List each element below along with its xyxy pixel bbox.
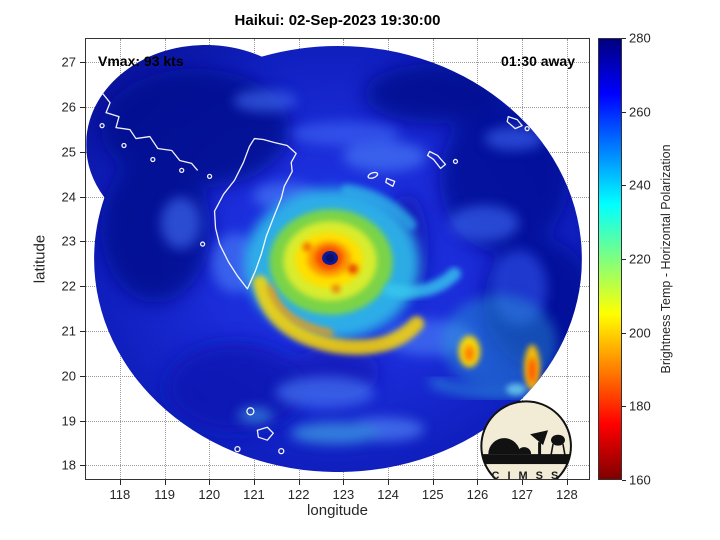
y-tick-mark bbox=[80, 465, 85, 467]
china-coast-islands bbox=[99, 122, 213, 180]
x-tick-mark bbox=[566, 480, 568, 485]
taiwan-coastline bbox=[213, 137, 297, 290]
y-tick-label: 22 bbox=[61, 278, 76, 294]
vmax-label: Vmax: 93 kts bbox=[98, 53, 184, 69]
cimss-logo-text: C I M S S bbox=[492, 470, 561, 479]
x-tick-mark bbox=[432, 480, 434, 485]
colorbar-tick-label: 220 bbox=[629, 251, 651, 267]
colorbar-tick-mark bbox=[622, 111, 626, 113]
china-coastline bbox=[86, 86, 199, 171]
x-tick-label: 118 bbox=[109, 487, 131, 502]
y-tick-label: 25 bbox=[61, 144, 76, 160]
swath-data bbox=[86, 44, 582, 473]
x-tick-mark bbox=[477, 480, 479, 485]
x-tick-label: 119 bbox=[154, 487, 175, 502]
y-tick-mark bbox=[80, 151, 85, 153]
y-tick-mark bbox=[80, 375, 85, 377]
x-tick-mark bbox=[253, 480, 255, 485]
colorbar-tick-mark bbox=[622, 185, 626, 187]
y-tick-label: 19 bbox=[61, 413, 76, 429]
y-tick-mark bbox=[80, 196, 85, 198]
y-tick-label: 18 bbox=[61, 457, 76, 473]
y-tick-mark bbox=[80, 420, 85, 422]
time-away-label: 01:30 away bbox=[501, 53, 575, 69]
x-tick-label: 127 bbox=[511, 487, 534, 502]
x-tick-label: 124 bbox=[377, 487, 399, 502]
x-tick-mark bbox=[522, 480, 524, 485]
storm-core bbox=[244, 184, 461, 355]
y-tick-label: 21 bbox=[61, 323, 76, 339]
small-dome-icon bbox=[517, 447, 532, 455]
x-axis-title: longitude bbox=[307, 502, 368, 519]
colorbar-tick-mark bbox=[622, 259, 626, 260]
y-tick-label: 24 bbox=[61, 189, 76, 205]
y-tick-mark bbox=[80, 106, 85, 108]
x-tick-label: 122 bbox=[287, 487, 310, 502]
x-tick-mark bbox=[298, 480, 300, 485]
x-tick-label: 123 bbox=[332, 487, 355, 502]
y-tick-mark bbox=[80, 241, 85, 243]
penghu-island bbox=[199, 241, 206, 247]
x-tick-label: 126 bbox=[466, 487, 489, 502]
x-tick-label: 128 bbox=[556, 487, 578, 502]
colorbar-tick-label: 240 bbox=[629, 177, 651, 193]
y-tick-label: 27 bbox=[61, 54, 76, 70]
x-tick-mark bbox=[388, 480, 390, 485]
x-tick-mark bbox=[343, 480, 345, 485]
water-tower-icon bbox=[551, 434, 565, 446]
colorbar-tick-mark bbox=[622, 480, 626, 481]
colorbar-tick-mark bbox=[622, 406, 626, 408]
colorbar-tick-label: 260 bbox=[629, 104, 651, 120]
y-tick-label: 23 bbox=[61, 233, 76, 249]
x-tick-label: 121 bbox=[243, 487, 265, 502]
colorbar-tick-label: 180 bbox=[629, 398, 651, 414]
x-tick-mark bbox=[209, 480, 211, 485]
colorbar-tick-label: 160 bbox=[629, 472, 651, 488]
batanes-islands bbox=[234, 407, 285, 455]
colorbar-tick-label: 280 bbox=[629, 30, 651, 46]
colorbar bbox=[598, 38, 622, 480]
y-tick-label: 26 bbox=[61, 99, 76, 115]
ryukyu-islands bbox=[367, 116, 530, 187]
x-tick-mark bbox=[119, 480, 121, 485]
x-tick-label: 120 bbox=[198, 487, 221, 502]
southeast-rainband bbox=[429, 294, 558, 399]
y-tick-label: 20 bbox=[61, 368, 76, 384]
satellite-dish-icon bbox=[530, 430, 549, 446]
y-tick-mark bbox=[80, 286, 85, 288]
cimss-logo: C I M S S bbox=[480, 400, 572, 479]
colorbar-tick-mark bbox=[622, 38, 626, 39]
colorbar-tick-mark bbox=[622, 332, 626, 334]
colorbar-tick-label: 200 bbox=[629, 325, 651, 341]
plot-area: C I M S S Vmax: 93 kts 01:30 away bbox=[85, 38, 590, 480]
figure-title: Haikui: 02-Sep-2023 19:30:00 bbox=[234, 12, 441, 29]
y-tick-mark bbox=[80, 62, 85, 64]
x-tick-label: 125 bbox=[421, 487, 444, 502]
colorbar-title: Brightness Temp - Horizontal Polarizatio… bbox=[659, 144, 673, 374]
satellite-swath-image: C I M S S bbox=[86, 44, 582, 479]
radome-dome-icon bbox=[488, 438, 521, 455]
y-tick-mark bbox=[80, 330, 85, 332]
coastlines bbox=[86, 86, 530, 455]
x-tick-mark bbox=[164, 480, 166, 485]
